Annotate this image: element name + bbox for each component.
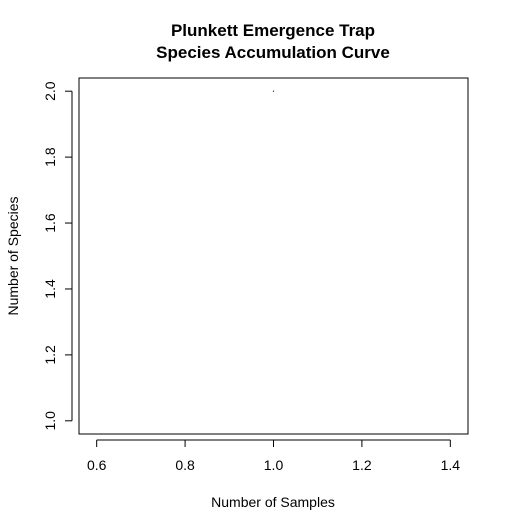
y-tick-label: 1.8 <box>42 147 58 167</box>
x-axis-label: Number of Samples <box>211 494 335 510</box>
x-tick-label: 1.0 <box>264 457 284 473</box>
y-tick-label: 1.6 <box>42 213 58 233</box>
plot-area-frame <box>78 77 469 435</box>
y-tick-label: 1.2 <box>42 345 58 365</box>
chart-title-line-2: Species Accumulation Curve <box>156 43 390 62</box>
y-tick-label: 2.0 <box>42 81 58 101</box>
x-tick-label: 1.4 <box>441 457 461 473</box>
chart-title-line-1: Plunkett Emergence Trap <box>171 21 375 40</box>
x-tick-label: 1.2 <box>352 457 372 473</box>
x-axis: 0.6 0.8 1.0 1.2 1.4 <box>87 439 461 473</box>
x-tick-label: 0.8 <box>175 457 195 473</box>
x-tick-label: 0.6 <box>87 457 107 473</box>
y-axis-label: Number of Species <box>5 196 21 315</box>
y-tick-label: 1.4 <box>42 279 58 299</box>
y-axis: 1.0 1.2 1.4 1.6 1.8 2.0 <box>42 81 73 431</box>
chart-title: Plunkett Emergence Trap Species Accumula… <box>156 21 390 62</box>
y-tick-label: 1.0 <box>42 411 58 431</box>
